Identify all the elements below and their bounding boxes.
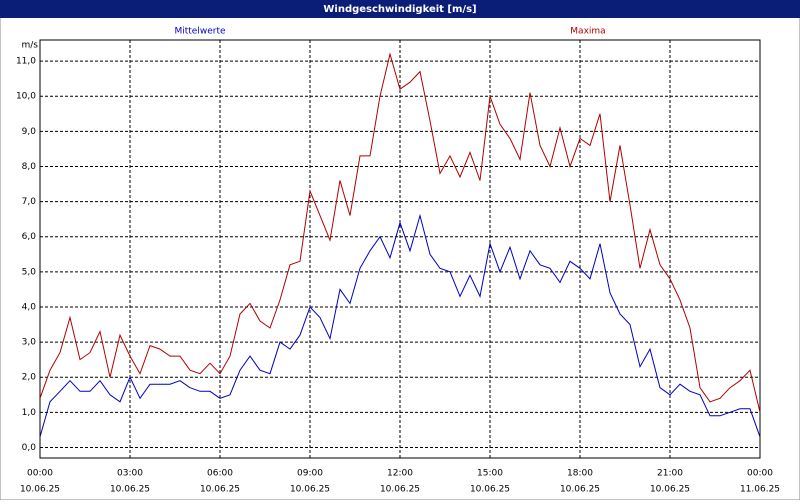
title-bar [0,0,800,18]
legend-entry: Maxima [570,27,605,37]
y-tick-label: 7,0 [22,197,37,207]
x-tick-date: 11.06.25 [740,485,780,495]
legend-entry: Mittelwerte [174,27,225,37]
y-tick-label: 1,0 [22,408,37,418]
x-tick-date: 10.06.25 [200,485,240,495]
y-tick-label: 10,0 [16,92,36,102]
x-tick-date: 10.06.25 [110,485,150,495]
y-tick-label: 0,0 [22,443,37,453]
y-tick-label: 4,0 [22,302,37,312]
y-axis-label: m/s [22,41,39,51]
x-tick-label: 12:00 [387,469,413,479]
x-tick-label: 00:00 [27,469,53,479]
x-tick-date: 10.06.25 [470,485,510,495]
series-line [39,52,761,413]
x-tick-label: 21:00 [657,469,683,479]
x-tick-date: 10.06.25 [380,485,420,495]
x-tick-label: 15:00 [477,469,503,479]
y-tick-label: 3,0 [22,338,37,348]
x-tick-label: 06:00 [207,469,233,479]
x-tick-label: 18:00 [567,469,593,479]
y-tick-label: 5,0 [22,267,37,277]
plot-frame [39,39,761,459]
series-line [39,213,761,438]
x-tick-label: 00:00 [747,469,773,479]
y-tick-label: 11,0 [16,57,36,67]
y-tick-label: 9,0 [22,127,37,137]
x-tick-label: 09:00 [297,469,323,479]
y-tick-label: 8,0 [22,162,37,172]
x-tick-date: 10.06.25 [560,485,600,495]
y-tick-label: 6,0 [22,232,37,242]
chart-title: Windgeschwindigkeit [m/s] [323,4,476,15]
x-tick-date: 10.06.25 [650,485,690,495]
x-tick-date: 10.06.25 [290,485,330,495]
y-tick-label: 2,0 [22,373,37,383]
x-tick-date: 10.06.25 [20,485,60,495]
x-tick-label: 03:00 [117,469,143,479]
